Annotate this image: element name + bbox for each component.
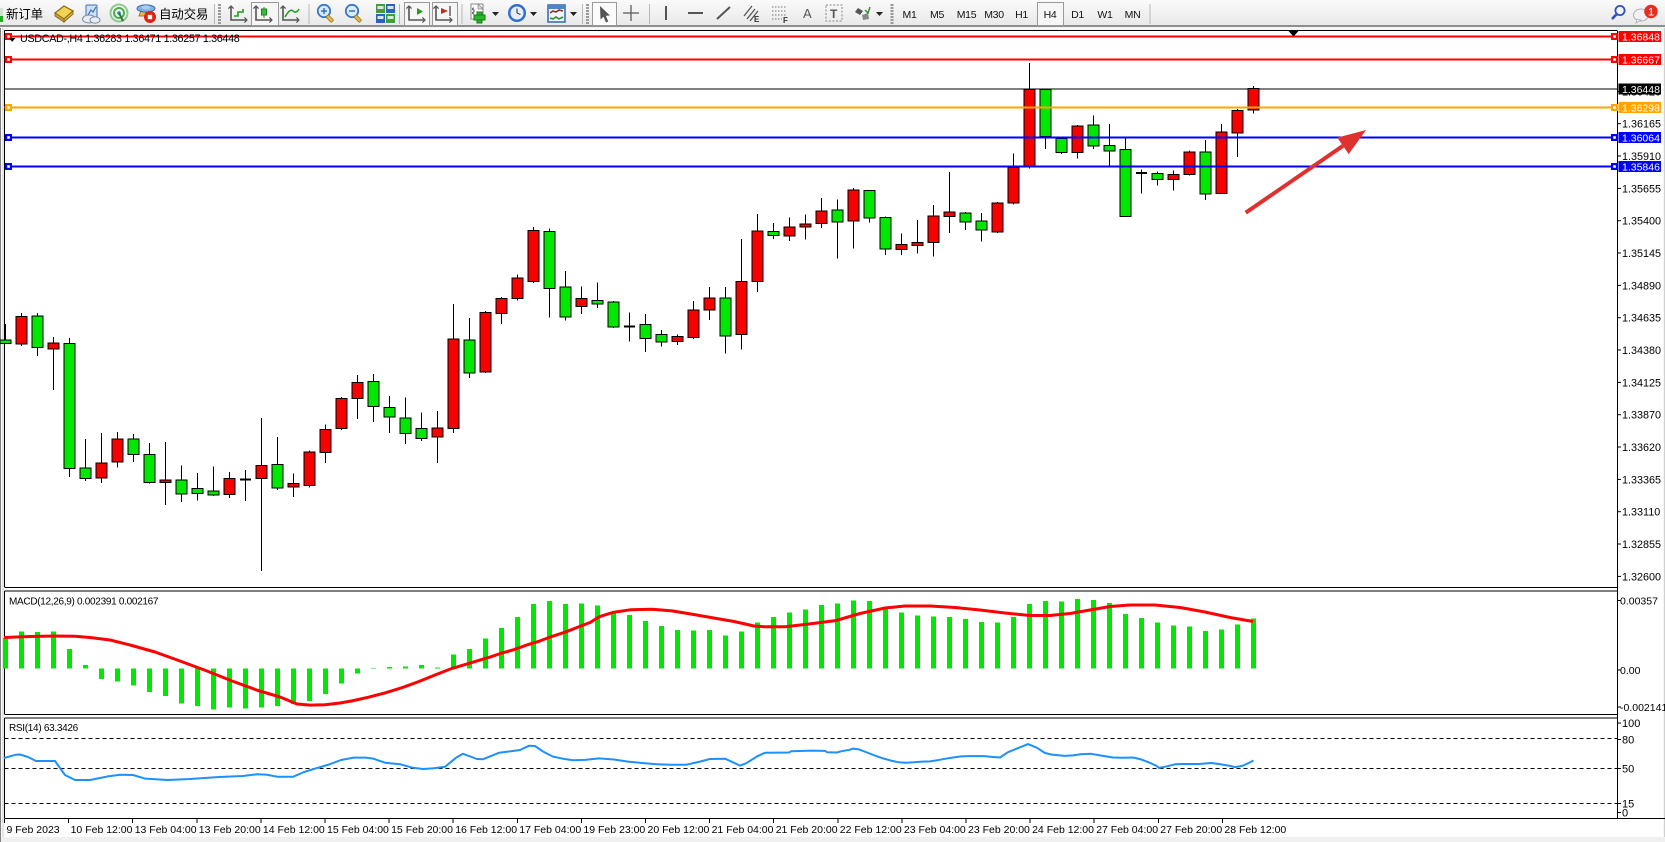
svg-text:1.36448: 1.36448	[1622, 84, 1660, 96]
svg-text:27 Feb 04:00: 27 Feb 04:00	[1096, 824, 1158, 836]
svg-text:MACD(12,26,9) 0.002391 0.00216: MACD(12,26,9) 0.002391 0.002167	[9, 597, 159, 608]
svg-text:1.32855: 1.32855	[1622, 539, 1661, 551]
svg-text:21 Feb 04:00: 21 Feb 04:00	[712, 824, 774, 836]
svg-text:自动交易: 自动交易	[159, 7, 208, 22]
svg-text:0.00: 0.00	[1620, 665, 1641, 677]
svg-text:13 Feb 04:00: 13 Feb 04:00	[135, 824, 197, 836]
svg-text:17 Feb 04:00: 17 Feb 04:00	[519, 824, 581, 836]
svg-text:RSI(14) 63.3426: RSI(14) 63.3426	[9, 723, 79, 734]
svg-text:23 Feb 04:00: 23 Feb 04:00	[904, 824, 966, 836]
svg-text:24 Feb 12:00: 24 Feb 12:00	[1032, 824, 1094, 836]
svg-text:1.35400: 1.35400	[1622, 216, 1661, 228]
svg-text:T: T	[830, 7, 838, 21]
svg-text:13 Feb 20:00: 13 Feb 20:00	[199, 824, 261, 836]
svg-text:15 Feb 20:00: 15 Feb 20:00	[391, 824, 453, 836]
svg-text:M5: M5	[930, 9, 944, 21]
svg-text:1.33620: 1.33620	[1622, 442, 1661, 454]
svg-text:USDCAD-,H4 1.36283 1.36471 1.: USDCAD-,H4 1.36283 1.36471 1.36257 1.364…	[20, 33, 240, 45]
svg-text:-0.002141: -0.002141	[1620, 702, 1665, 714]
svg-text:1.34380: 1.34380	[1622, 345, 1661, 357]
svg-text:21 Feb 20:00: 21 Feb 20:00	[776, 824, 838, 836]
svg-text:1.34890: 1.34890	[1622, 280, 1661, 292]
svg-text:H1: H1	[1015, 9, 1028, 21]
svg-text:16 Feb 12:00: 16 Feb 12:00	[455, 824, 517, 836]
svg-text:9 Feb 2023: 9 Feb 2023	[7, 824, 60, 836]
svg-text:1.34635: 1.34635	[1622, 313, 1661, 325]
svg-text:14 Feb 12:00: 14 Feb 12:00	[263, 824, 325, 836]
svg-text:H4: H4	[1044, 9, 1057, 21]
svg-text:MN: MN	[1125, 9, 1141, 21]
svg-text:1.35846: 1.35846	[1622, 161, 1660, 173]
svg-text:1: 1	[1648, 7, 1654, 19]
svg-text:1.36064: 1.36064	[1622, 132, 1660, 144]
svg-text:0: 0	[1622, 808, 1628, 820]
svg-text:1.35145: 1.35145	[1622, 248, 1661, 260]
svg-text:10 Feb 12:00: 10 Feb 12:00	[71, 824, 133, 836]
svg-text:F: F	[783, 16, 788, 25]
svg-text:20 Feb 12:00: 20 Feb 12:00	[648, 824, 710, 836]
svg-text:M1: M1	[903, 9, 917, 21]
svg-text:E: E	[754, 15, 760, 24]
svg-text:1.33110: 1.33110	[1622, 507, 1660, 519]
svg-text:W1: W1	[1097, 9, 1113, 21]
svg-text:新订单: 新订单	[6, 7, 43, 22]
svg-text:1.36667: 1.36667	[1622, 54, 1660, 66]
svg-text:22 Feb 12:00: 22 Feb 12:00	[840, 824, 902, 836]
svg-text:80: 80	[1622, 735, 1634, 747]
svg-text:1.35910: 1.35910	[1622, 151, 1661, 163]
svg-text:1.35655: 1.35655	[1622, 183, 1661, 195]
svg-text:1.36848: 1.36848	[1622, 31, 1660, 43]
svg-text:M30: M30	[984, 9, 1004, 21]
svg-text:19 Feb 23:00: 19 Feb 23:00	[583, 824, 645, 836]
svg-text:1.33870: 1.33870	[1622, 410, 1661, 422]
svg-text:1.36165: 1.36165	[1622, 119, 1661, 131]
svg-text:M15: M15	[957, 9, 977, 21]
svg-text:100: 100	[1622, 718, 1640, 730]
svg-text:27 Feb 20:00: 27 Feb 20:00	[1160, 824, 1222, 836]
svg-text:0.00357: 0.00357	[1620, 596, 1658, 608]
svg-text:50: 50	[1622, 764, 1634, 776]
svg-text:D1: D1	[1071, 9, 1084, 21]
svg-text:1.33365: 1.33365	[1622, 474, 1661, 486]
svg-text:1.36298: 1.36298	[1622, 102, 1660, 114]
svg-text:1.32600: 1.32600	[1622, 571, 1661, 583]
svg-text:23 Feb 20:00: 23 Feb 20:00	[968, 824, 1030, 836]
svg-text:28 Feb 12:00: 28 Feb 12:00	[1224, 824, 1286, 836]
svg-text:15 Feb 04:00: 15 Feb 04:00	[327, 824, 389, 836]
svg-text:A: A	[803, 6, 812, 21]
svg-text:15: 15	[1622, 799, 1634, 811]
svg-text:1.34125: 1.34125	[1622, 377, 1661, 389]
